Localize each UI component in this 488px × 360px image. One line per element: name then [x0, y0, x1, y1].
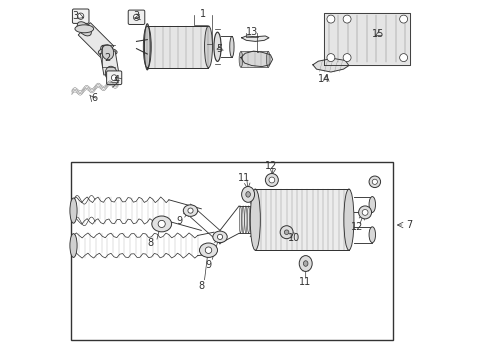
Polygon shape: [78, 23, 114, 58]
Text: 11: 11: [237, 173, 249, 183]
Ellipse shape: [133, 14, 139, 21]
Circle shape: [268, 177, 274, 183]
Ellipse shape: [242, 206, 244, 233]
Ellipse shape: [105, 66, 117, 81]
Ellipse shape: [98, 48, 117, 56]
Text: 3: 3: [133, 11, 139, 21]
Text: 9: 9: [205, 260, 211, 270]
Circle shape: [399, 54, 407, 62]
Ellipse shape: [251, 193, 258, 211]
Polygon shape: [323, 13, 409, 65]
Circle shape: [343, 54, 350, 62]
Ellipse shape: [252, 206, 255, 233]
Text: 9: 9: [176, 216, 183, 226]
Circle shape: [187, 208, 193, 213]
Ellipse shape: [78, 13, 83, 19]
Text: 8: 8: [198, 281, 204, 291]
Ellipse shape: [250, 189, 260, 250]
Text: 12: 12: [265, 161, 277, 171]
Ellipse shape: [299, 256, 311, 271]
Ellipse shape: [343, 189, 353, 250]
Circle shape: [205, 247, 211, 253]
Polygon shape: [147, 26, 208, 68]
Ellipse shape: [199, 243, 217, 257]
Ellipse shape: [111, 75, 117, 81]
Circle shape: [158, 220, 165, 228]
Ellipse shape: [239, 51, 242, 67]
Ellipse shape: [102, 45, 113, 60]
Ellipse shape: [368, 197, 375, 212]
Text: 11: 11: [298, 276, 310, 287]
Text: 14: 14: [317, 74, 329, 84]
Ellipse shape: [143, 26, 151, 68]
Ellipse shape: [101, 45, 115, 59]
Ellipse shape: [249, 206, 252, 233]
FancyBboxPatch shape: [128, 10, 144, 24]
Ellipse shape: [183, 205, 197, 216]
Text: 7: 7: [405, 220, 411, 230]
Bar: [241, 51, 268, 67]
Circle shape: [326, 54, 334, 62]
Text: 8: 8: [147, 238, 154, 248]
Text: 12: 12: [350, 222, 362, 232]
Ellipse shape: [280, 226, 292, 239]
Ellipse shape: [75, 25, 94, 33]
Ellipse shape: [70, 198, 77, 223]
Ellipse shape: [70, 234, 77, 257]
Circle shape: [371, 179, 377, 184]
Text: 4: 4: [113, 75, 120, 85]
Text: 1: 1: [200, 9, 206, 19]
Circle shape: [326, 15, 334, 23]
Text: 15: 15: [371, 29, 383, 39]
Ellipse shape: [245, 192, 250, 197]
Text: 13: 13: [245, 27, 257, 37]
FancyBboxPatch shape: [106, 71, 122, 85]
Ellipse shape: [303, 261, 307, 266]
Ellipse shape: [368, 227, 375, 243]
Circle shape: [362, 210, 367, 215]
Circle shape: [265, 174, 278, 186]
Ellipse shape: [247, 206, 249, 233]
Polygon shape: [241, 51, 272, 67]
FancyBboxPatch shape: [72, 9, 89, 23]
Bar: [71, 162, 392, 340]
Ellipse shape: [241, 186, 254, 202]
Ellipse shape: [244, 206, 246, 233]
Text: 3: 3: [72, 11, 78, 21]
Ellipse shape: [213, 32, 221, 62]
Polygon shape: [100, 51, 119, 75]
Polygon shape: [241, 36, 268, 41]
Circle shape: [399, 15, 407, 23]
Text: 6: 6: [91, 93, 97, 103]
Circle shape: [368, 176, 380, 188]
Ellipse shape: [151, 216, 171, 232]
Ellipse shape: [229, 36, 234, 57]
Ellipse shape: [284, 230, 288, 234]
Text: 2: 2: [103, 53, 110, 63]
Circle shape: [358, 206, 371, 219]
Ellipse shape: [77, 22, 91, 36]
Text: 5: 5: [216, 44, 222, 54]
Ellipse shape: [212, 231, 227, 243]
Bar: [255, 189, 348, 250]
Circle shape: [343, 15, 350, 23]
Ellipse shape: [204, 26, 212, 68]
Text: 10: 10: [287, 233, 300, 243]
Circle shape: [217, 234, 222, 239]
Polygon shape: [312, 58, 348, 72]
Ellipse shape: [239, 206, 241, 233]
Ellipse shape: [266, 51, 269, 67]
